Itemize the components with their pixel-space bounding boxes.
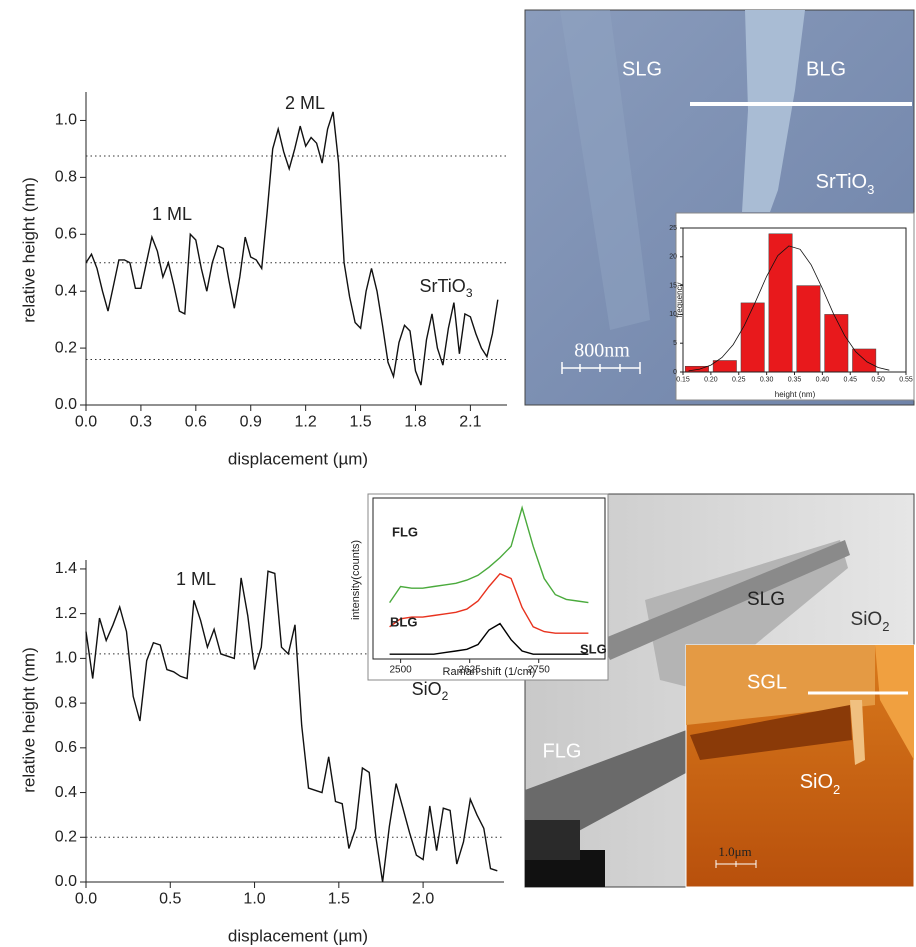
- y-axis-title: relative height (nm): [19, 177, 38, 323]
- series-label: BLG: [390, 614, 417, 629]
- x-tick-label: 0.50: [871, 377, 885, 384]
- data-line: [85, 111, 499, 386]
- y-tick-label: 0.4: [55, 784, 77, 801]
- x-tick-label: 0.3: [130, 413, 152, 430]
- histogram-bar: [796, 285, 821, 373]
- label-text: SiO: [800, 771, 833, 793]
- y-tick-label: 0.0: [55, 873, 77, 890]
- x-tick-label: 1.5: [349, 413, 371, 430]
- y-tick-label: 0.4: [55, 282, 77, 299]
- image-label: SLG: [747, 589, 785, 610]
- y-tick-label: 10: [669, 311, 677, 318]
- y-tick-label: 0.8: [55, 694, 77, 711]
- x-tick-label: 0.15: [676, 377, 690, 384]
- y-axis-title: intensity(counts): [350, 540, 362, 620]
- label-text: 2 ML: [285, 93, 325, 113]
- x-tick-label: 0.5: [159, 890, 181, 907]
- x-tick-label: 0.55: [899, 377, 913, 384]
- x-tick-label: 0.0: [75, 413, 97, 430]
- y-tick-label: 0.2: [55, 828, 77, 845]
- x-tick-label: 1.2: [295, 413, 317, 430]
- x-tick-label: 1.5: [328, 890, 350, 907]
- y-tick-label: 15: [669, 282, 677, 289]
- image-label: FLG: [543, 740, 582, 762]
- y-tick-label: 0: [673, 369, 677, 376]
- data-line: [389, 622, 589, 655]
- x-tick-label: 0.0: [75, 890, 97, 907]
- y-tick-label: 0.6: [55, 225, 77, 242]
- annotation: 1 ML: [176, 569, 216, 589]
- image-label: SLG: [622, 58, 662, 80]
- y-axis-title: frequency: [675, 282, 684, 317]
- image-label: SiO2: [800, 771, 841, 797]
- label-sub: 2: [833, 782, 840, 797]
- y-tick-label: 0.0: [55, 396, 77, 413]
- image-label: SGL: [747, 671, 787, 693]
- label-sub: 3: [867, 182, 874, 197]
- label-text: 1 ML: [176, 569, 216, 589]
- label-text: SiO: [851, 609, 883, 630]
- afm-image-inset: SGL SiO2 1.0μm: [685, 644, 915, 888]
- x-axis-title: displacement (µm): [228, 926, 368, 945]
- histogram-bar: [768, 233, 793, 373]
- series-label: SLG: [580, 641, 607, 656]
- x-tick-label: 0.20: [704, 377, 718, 384]
- label-text: SrTiO: [419, 276, 465, 296]
- data-line: [389, 572, 589, 634]
- y-tick-label: 1.0: [55, 112, 77, 129]
- histogram-bar: [824, 314, 849, 373]
- scale-bar-label: 800nm: [574, 340, 630, 362]
- label-sub: 3: [466, 286, 473, 300]
- x-tick-label: 0.6: [185, 413, 207, 430]
- y-tick-label: 25: [669, 225, 677, 232]
- x-tick-label: 0.25: [732, 377, 746, 384]
- y-tick-label: 1.0: [55, 650, 77, 667]
- histogram-bar: [740, 302, 765, 373]
- x-axis-title: Raman shift (1/cm): [443, 666, 536, 678]
- x-tick-label: 0.30: [760, 377, 774, 384]
- annotation: 1 ML: [152, 204, 192, 224]
- series-label: FLG: [392, 524, 418, 539]
- x-tick-label: 0.45: [843, 377, 857, 384]
- annotation: SrTiO3: [419, 276, 472, 300]
- plot-frame: [372, 497, 606, 660]
- y-tick-label: 0.6: [55, 739, 77, 756]
- y-tick-label: 0.2: [55, 339, 77, 356]
- scale-bar-label: 1.0μm: [718, 844, 751, 859]
- x-tick-label: 1.8: [404, 413, 426, 430]
- y-tick-label: 20: [669, 254, 677, 261]
- annotation: 2 ML: [285, 93, 325, 113]
- histogram-bar: [712, 360, 737, 373]
- x-tick-label: 2625: [459, 665, 482, 676]
- x-tick-label: 0.40: [816, 377, 830, 384]
- label-text: SiO: [412, 679, 442, 699]
- data-line: [389, 505, 589, 604]
- x-axis-title: height (nm): [775, 390, 816, 399]
- x-tick-label: 2750: [528, 665, 551, 676]
- annotation: SiO2: [412, 679, 449, 703]
- label-sub: 2: [882, 619, 889, 634]
- x-tick-label: 1.0: [243, 890, 265, 907]
- x-tick-label: 2.1: [459, 413, 481, 430]
- x-tick-label: 2.0: [412, 890, 434, 907]
- y-axis-title: relative height (nm): [19, 647, 38, 793]
- label-text: 1 ML: [152, 204, 192, 224]
- x-axis-title: displacement (µm): [228, 449, 368, 468]
- image-label: BLG: [806, 58, 846, 80]
- x-tick-label: 0.9: [240, 413, 262, 430]
- y-tick-label: 0.8: [55, 169, 77, 186]
- image-label: SrTiO3: [816, 171, 875, 197]
- x-tick-label: 0.35: [788, 377, 802, 384]
- data-line: [85, 570, 498, 883]
- image-label: SiO2: [851, 609, 890, 634]
- label-text: SrTiO: [816, 171, 867, 193]
- x-tick-label: 2500: [389, 665, 412, 676]
- y-tick-label: 5: [673, 340, 677, 347]
- y-tick-label: 1.2: [55, 605, 77, 622]
- y-tick-label: 1.4: [55, 560, 77, 577]
- fit-curve: [688, 245, 890, 372]
- label-sub: 2: [442, 689, 449, 703]
